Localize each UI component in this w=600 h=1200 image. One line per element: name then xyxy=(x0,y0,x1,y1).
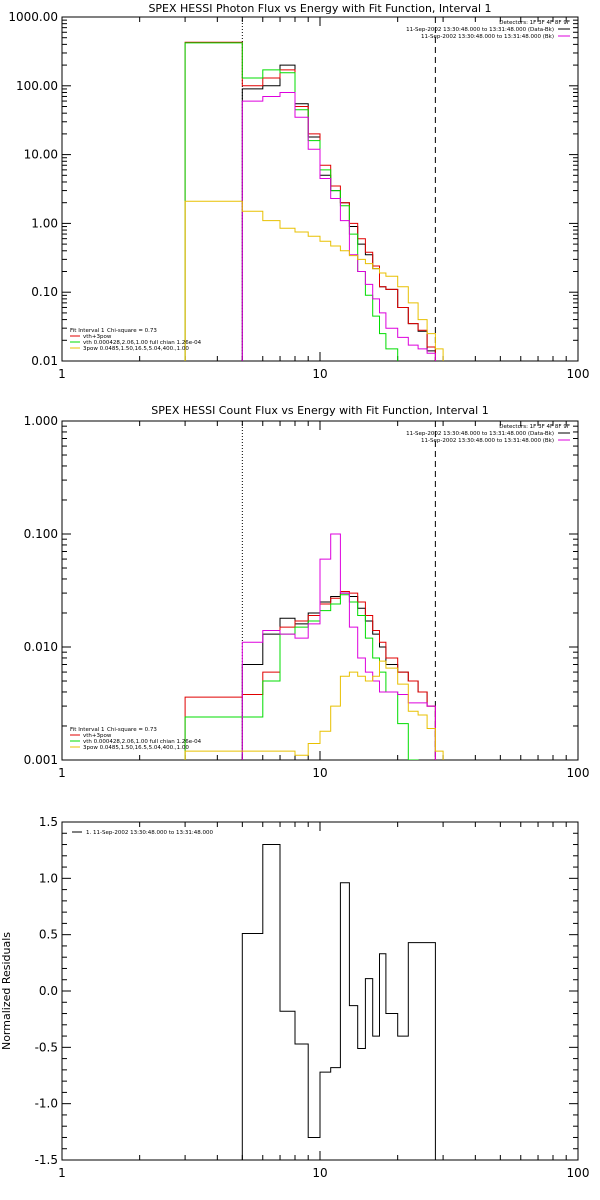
y-tick-label: 1.0 xyxy=(39,871,58,885)
x-tick-label: 1 xyxy=(58,367,66,381)
y-tick-label: 0.0 xyxy=(39,984,58,998)
interval-legend-label: 11-Sep-2002 13:30:48.000 to 13:31:48.000… xyxy=(421,438,554,444)
residual-legend-label: 1. 11-Sep-2002 13:30:48.000 to 13:31:48.… xyxy=(86,830,213,836)
series-vth-3pow-line xyxy=(184,41,436,361)
y-tick-label: 0.01 xyxy=(31,354,58,368)
x-tick-label: 10 xyxy=(312,766,327,780)
fit-legend-label: 3pow 0.0485,1.50,16.5,5.04,400.,1.00 xyxy=(83,745,189,751)
chart-title: SPEX HESSI Count Flux vs Energy with Fit… xyxy=(151,404,488,417)
interval-legend-label: 11-Sep-2002 13:30:48.000 to 13:31:48.000… xyxy=(421,34,554,40)
y-tick-label: 100.00 xyxy=(16,79,58,93)
x-tick-label: 100 xyxy=(567,766,590,780)
y-tick-label: 0.100 xyxy=(24,527,58,541)
fit-legend-label: 3pow 0.0485,1.50,16.5,5.04,400.,1.00 xyxy=(83,346,189,352)
photon-flux-panel: SPEX HESSI Photon Flux vs Energy with Fi… xyxy=(8,2,589,381)
series-data-bk-line xyxy=(241,592,436,760)
series-3pow-line xyxy=(184,660,444,760)
series-group xyxy=(184,533,444,760)
count-flux-panel: SPEX HESSI Count Flux vs Energy with Fit… xyxy=(24,404,590,780)
series-residuals-line xyxy=(241,844,436,1160)
x-tick-label: 1 xyxy=(58,766,66,780)
y-tick-label: 0.010 xyxy=(24,640,58,654)
series-group xyxy=(241,844,436,1160)
fit-legend-label: vth+3pow xyxy=(83,334,112,340)
chi-square-label: Chi-square = 0.73 xyxy=(107,328,157,334)
x-tick-label: 100 xyxy=(567,1166,590,1180)
x-tick-label: 10 xyxy=(312,1166,327,1180)
series-data-bk-line xyxy=(241,64,436,361)
interval-legend-label: 11-Sep-2002 13:30:48.000 to 13:31:48.000… xyxy=(406,27,554,33)
fit-interval-label: Fit Interval 1 xyxy=(70,328,105,334)
series-group xyxy=(184,41,444,361)
series-vth-line xyxy=(184,42,399,361)
y-tick-label: 1.00 xyxy=(31,216,58,230)
series-bk-line xyxy=(241,533,436,760)
fit-interval-label: Fit Interval 1 xyxy=(70,727,105,733)
series-3pow-line xyxy=(184,200,444,361)
interval-legend-label: 11-Sep-2002 13:30:48.000 to 13:31:48.000… xyxy=(406,431,554,437)
y-tick-label: 0.5 xyxy=(39,928,58,942)
fit-legend-label: vth+3pow xyxy=(83,733,112,739)
y-tick-label: -1.5 xyxy=(35,1153,58,1167)
y-tick-label: 0.10 xyxy=(31,285,58,299)
y-tick-label: -1.0 xyxy=(35,1097,58,1111)
x-tick-label: 1 xyxy=(58,1166,66,1180)
detectors-label: Detectors: 1F 3F 4F 8F 9F xyxy=(499,20,570,26)
y-tick-label: 10.00 xyxy=(24,148,58,162)
x-tick-label: 100 xyxy=(567,367,590,381)
y-tick-label: 1.5 xyxy=(39,815,58,829)
y-tick-label: 1.000 xyxy=(24,414,58,428)
x-tick-label: 10 xyxy=(312,367,327,381)
y-tick-label: -0.5 xyxy=(35,1040,58,1054)
residuals-panel: 1 10 100 -1.5 -1.0 -0.5 0.0 0.5 1.0 1.5 Normalized… xyxy=(0,815,589,1180)
series-vth-line xyxy=(184,594,419,760)
plot-frame xyxy=(61,16,579,362)
y-tick-label: 1000.00 xyxy=(8,10,58,24)
chart-title: SPEX HESSI Photon Flux vs Energy with Fi… xyxy=(148,2,491,15)
fit-legend-label: vth 0.000428,2.06,1.00 full chian 1.26e-… xyxy=(83,340,202,346)
y-tick-label: 0.001 xyxy=(24,753,58,767)
y-axis-label: Normalized Residuals xyxy=(0,932,13,1050)
chi-square-label: Chi-square = 0.73 xyxy=(107,727,157,733)
fit-legend-label: vth 0.000428,2.06,1.00 full chian 1.26e-… xyxy=(83,739,202,745)
series-bk-line xyxy=(241,92,436,361)
detectors-label: Detectors: 1F 3F 4F 8F 9F xyxy=(499,424,570,430)
